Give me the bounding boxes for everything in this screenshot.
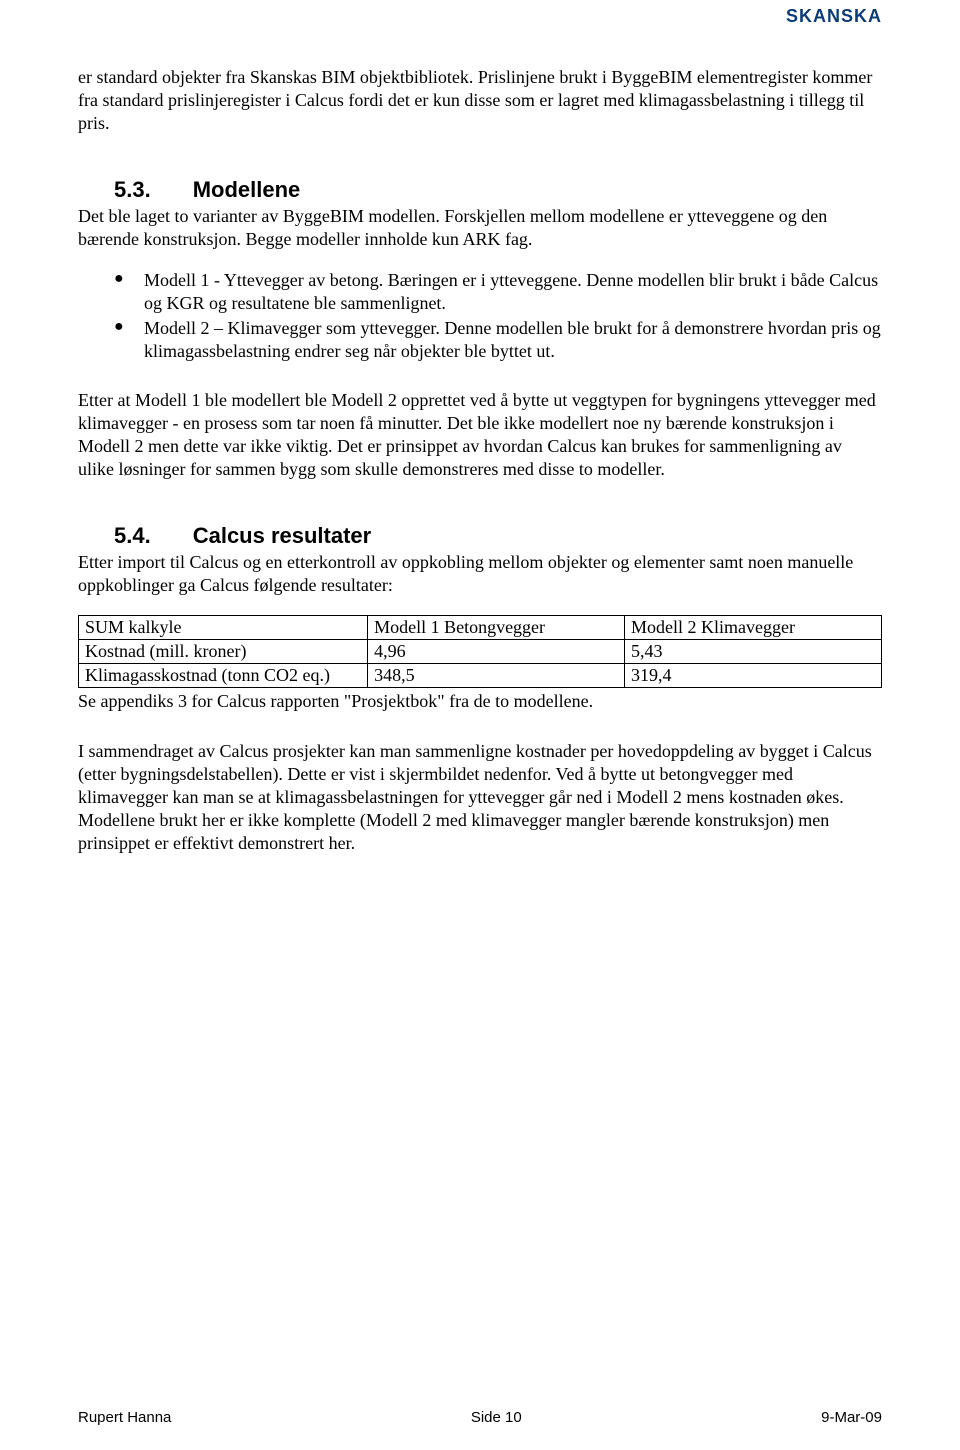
table-row: SUM kalkyle Modell 1 Betongvegger Modell… (79, 616, 882, 640)
results-table: SUM kalkyle Modell 1 Betongvegger Modell… (78, 615, 882, 688)
section-5-4-heading: 5.4. Calcus resultater (78, 523, 882, 549)
section-5-3-intro: Det ble laget to varianter av ByggeBIM m… (78, 205, 882, 251)
brand-logo: SKANSKA (786, 6, 882, 27)
section-5-3-title: Modellene (193, 177, 301, 202)
section-5-3-heading: 5.3. Modellene (78, 177, 882, 203)
section-5-4-title: Calcus resultater (193, 523, 372, 548)
table-header-cell: Modell 1 Betongvegger (368, 616, 625, 640)
section-5-4-after: I sammendraget av Calcus prosjekter kan … (78, 740, 882, 855)
footer-author: Rupert Hanna (78, 1409, 171, 1426)
section-5-4-intro: Etter import til Calcus og en etterkontr… (78, 551, 882, 597)
table-row: Klimagasskostnad (tonn CO2 eq.) 348,5 31… (79, 664, 882, 688)
list-item: Modell 2 – Klimavegger som yttevegger. D… (114, 317, 882, 363)
footer-date: 9-Mar-09 (821, 1409, 882, 1426)
section-5-3-after: Etter at Modell 1 ble modellert ble Mode… (78, 389, 882, 481)
table-cell: 348,5 (368, 664, 625, 688)
table-cell: 5,43 (625, 640, 882, 664)
section-5-4-number: 5.4. (114, 523, 151, 548)
page-footer: Rupert Hanna Side 10 9-Mar-09 (78, 1409, 882, 1426)
table-cell: 4,96 (368, 640, 625, 664)
list-item: Modell 1 - Yttevegger av betong. Bæringe… (114, 269, 882, 315)
footer-page: Side 10 (471, 1409, 522, 1426)
intro-paragraph: er standard objekter fra Skanskas BIM ob… (78, 66, 882, 135)
table-cell: Klimagasskostnad (tonn CO2 eq.) (79, 664, 368, 688)
table-cell: Kostnad (mill. kroner) (79, 640, 368, 664)
table-row: Kostnad (mill. kroner) 4,96 5,43 (79, 640, 882, 664)
section-5-3-bullets: Modell 1 - Yttevegger av betong. Bæringe… (78, 269, 882, 363)
table-note: Se appendiks 3 for Calcus rapporten "Pro… (78, 690, 882, 713)
table-header-cell: SUM kalkyle (79, 616, 368, 640)
section-5-3-number: 5.3. (114, 177, 151, 202)
table-header-cell: Modell 2 Klimavegger (625, 616, 882, 640)
table-cell: 319,4 (625, 664, 882, 688)
